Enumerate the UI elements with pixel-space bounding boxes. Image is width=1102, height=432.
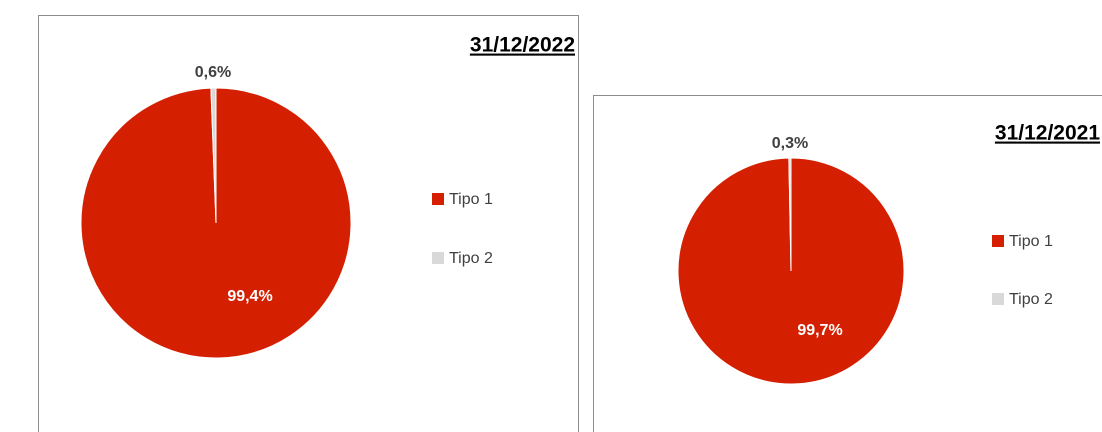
data-label: 99,4% (227, 288, 272, 305)
legend-label: Tipo 1 (1009, 233, 1053, 250)
chart-title: 31/12/2022 (470, 34, 575, 57)
legend-label: Tipo 2 (449, 250, 493, 267)
legend-label: Tipo 1 (449, 191, 493, 208)
chart-title: 31/12/2021 (995, 122, 1100, 145)
data-label: 0,3% (772, 135, 808, 152)
legend-swatch (992, 235, 1004, 247)
pie-slice (788, 157, 792, 272)
legend-swatch (992, 293, 1004, 305)
pie-slice (210, 87, 217, 224)
data-label: 0,6% (195, 64, 231, 81)
legend-swatch (432, 252, 444, 264)
legend-label: Tipo 2 (1009, 291, 1053, 308)
legend-swatch (432, 193, 444, 205)
data-label: 99,7% (797, 322, 842, 339)
